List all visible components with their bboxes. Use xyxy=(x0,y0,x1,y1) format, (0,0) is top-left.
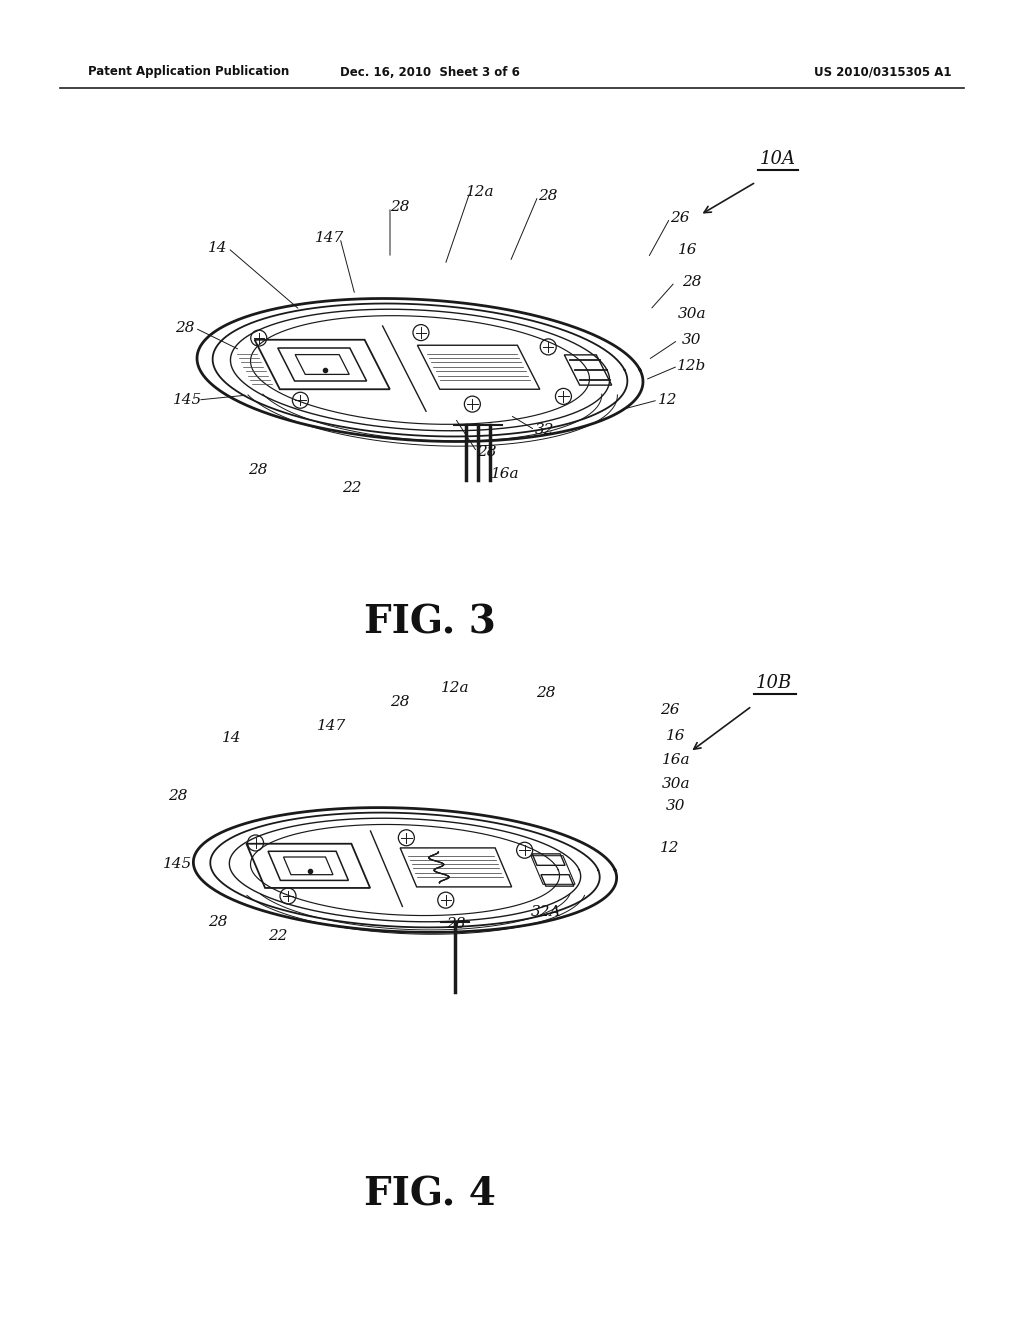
Text: 22: 22 xyxy=(342,480,361,495)
Text: 12: 12 xyxy=(660,841,680,855)
Text: US 2010/0315305 A1: US 2010/0315305 A1 xyxy=(814,66,952,78)
Text: 30a: 30a xyxy=(678,308,707,321)
Text: 30a: 30a xyxy=(662,777,690,791)
Text: 28: 28 xyxy=(682,275,701,289)
Text: 30: 30 xyxy=(667,799,686,813)
Text: 12b: 12b xyxy=(677,359,707,374)
Text: 28: 28 xyxy=(208,915,227,929)
Text: 30: 30 xyxy=(682,333,701,347)
Text: 12a: 12a xyxy=(440,681,469,696)
Text: 28: 28 xyxy=(168,789,187,803)
Text: 16a: 16a xyxy=(490,467,519,480)
Text: 28: 28 xyxy=(477,445,497,459)
Text: 28: 28 xyxy=(175,321,195,335)
Text: 147: 147 xyxy=(315,231,345,246)
Text: 28: 28 xyxy=(248,463,267,477)
Text: Dec. 16, 2010  Sheet 3 of 6: Dec. 16, 2010 Sheet 3 of 6 xyxy=(340,66,520,78)
Text: 10A: 10A xyxy=(760,150,796,168)
Text: 26: 26 xyxy=(660,704,680,717)
Text: 28: 28 xyxy=(539,189,558,203)
Text: 16: 16 xyxy=(678,243,697,257)
Text: 32A: 32A xyxy=(530,906,561,919)
Text: 28: 28 xyxy=(390,201,410,214)
Text: Patent Application Publication: Patent Application Publication xyxy=(88,66,289,78)
Text: 16: 16 xyxy=(667,729,686,743)
Text: 28: 28 xyxy=(390,696,410,709)
Text: 12a: 12a xyxy=(466,185,495,199)
Text: 28: 28 xyxy=(446,917,466,931)
Text: 16a: 16a xyxy=(662,752,690,767)
Text: 26: 26 xyxy=(671,211,690,224)
Text: 147: 147 xyxy=(317,719,347,733)
Text: 145: 145 xyxy=(164,857,193,871)
Text: 145: 145 xyxy=(173,393,203,407)
Text: 10B: 10B xyxy=(756,675,793,692)
Text: FIG. 3: FIG. 3 xyxy=(365,603,496,642)
Text: 32: 32 xyxy=(536,422,555,437)
Text: 14: 14 xyxy=(208,242,227,255)
Text: FIG. 4: FIG. 4 xyxy=(365,1176,496,1214)
Text: 28: 28 xyxy=(537,686,556,700)
Text: 14: 14 xyxy=(222,731,242,744)
Text: 12: 12 xyxy=(658,393,678,407)
Text: 22: 22 xyxy=(268,929,288,942)
